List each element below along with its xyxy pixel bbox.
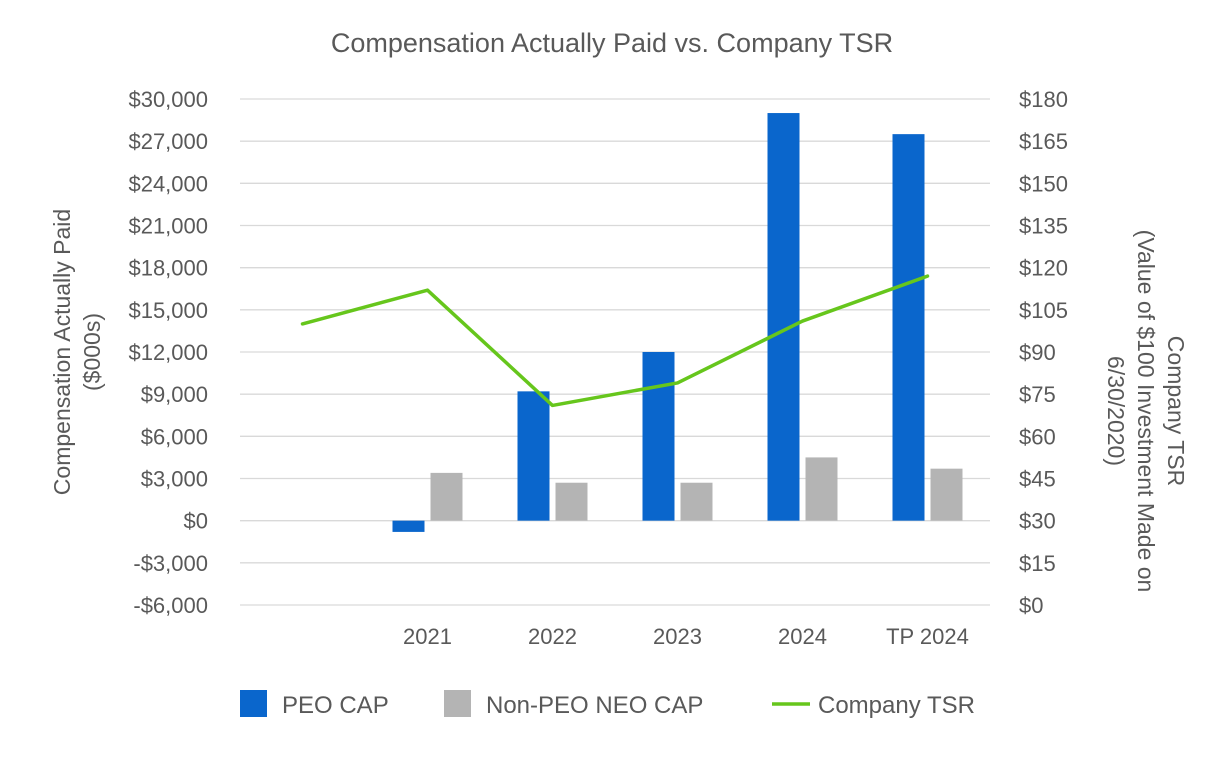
right-tick-label: $120 <box>1019 256 1068 281</box>
legend-swatch-non-peo-neo-cap <box>444 690 471 717</box>
left-tick-label: $30,000 <box>128 87 208 112</box>
legend-label-company-tsr: Company TSR <box>818 692 975 719</box>
peo-cap-bar <box>767 113 800 521</box>
left-tick-label: -$3,000 <box>133 551 208 576</box>
legend-swatch-peo-cap <box>240 690 267 717</box>
gridlines <box>240 98 990 606</box>
bars <box>392 113 963 532</box>
legend: PEO CAP Non-PEO NEO CAP Company TSR <box>240 690 975 719</box>
right-tick-label: $30 <box>1019 509 1056 534</box>
non-peo-neo-cap-bar <box>805 457 838 521</box>
non-peo-neo-cap-bar <box>430 472 463 521</box>
left-tick-label: $18,000 <box>128 256 208 281</box>
left-tick-label: -$6,000 <box>133 593 208 618</box>
chart-title: Compensation Actually Paid vs. Company T… <box>331 28 893 58</box>
left-tick-label: $21,000 <box>128 214 208 239</box>
right-axis-title: Company TSR(Value of $100 Investment Mad… <box>1103 230 1189 593</box>
right-tick-label: $90 <box>1019 340 1056 365</box>
left-axis-title-line: Compensation Actually Paid <box>49 209 75 495</box>
left-tick-label: $27,000 <box>128 129 208 154</box>
x-tick-label: 2021 <box>403 624 452 649</box>
legend-label-peo-cap: PEO CAP <box>282 692 389 719</box>
left-tick-label: $9,000 <box>141 382 208 407</box>
x-tick-label: TP 2024 <box>886 624 969 649</box>
left-tick-label: $3,000 <box>141 467 208 492</box>
left-tick-label: $12,000 <box>128 340 208 365</box>
right-tick-label: $105 <box>1019 298 1068 323</box>
right-tick-label: $135 <box>1019 214 1068 239</box>
peo-cap-bar <box>642 352 675 521</box>
right-tick-label: $165 <box>1019 129 1068 154</box>
x-axis-ticks: 2021 2022 2023 2024 TP 2024 <box>403 624 969 649</box>
company-tsr-line <box>300 274 930 408</box>
right-tick-label: $60 <box>1019 424 1056 449</box>
left-axis-title-line: ($000s) <box>79 313 105 391</box>
left-axis-title-group: Compensation Actually Paid ($000s) <box>49 209 105 495</box>
right-tick-label: $75 <box>1019 382 1056 407</box>
peo-cap-bar <box>892 134 925 521</box>
right-axis-title-group: Company TSR(Value of $100 Investment Mad… <box>1103 230 1189 593</box>
peo-cap-bar <box>517 391 550 521</box>
right-axis-title-line: 6/30/2020) <box>1103 356 1129 466</box>
tsr-line-layer <box>300 274 930 408</box>
right-tick-label: $150 <box>1019 171 1068 196</box>
x-tick-label: 2022 <box>528 624 577 649</box>
peo-cap-bar <box>392 520 425 532</box>
right-tick-label: $45 <box>1019 467 1056 492</box>
right-axis-title-line: (Value of $100 Investment Made on <box>1133 230 1159 593</box>
x-tick-label: 2024 <box>778 624 827 649</box>
left-tick-label: $24,000 <box>128 171 208 196</box>
right-axis-title-line: Company TSR <box>1163 336 1189 486</box>
non-peo-neo-cap-bar <box>930 468 963 521</box>
left-tick-label: $6,000 <box>141 424 208 449</box>
right-tick-label: $180 <box>1019 87 1068 112</box>
left-tick-label: $0 <box>184 509 208 534</box>
x-tick-label: 2023 <box>653 624 702 649</box>
left-axis-ticks: $30,000 $27,000 $24,000 $21,000 $18,000 $15,0… <box>128 87 208 618</box>
left-tick-label: $15,000 <box>128 298 208 323</box>
right-axis-ticks: $180 $165 $150 $135 $120 $105 $90 $75 $60 $45 $30 $… <box>1019 87 1068 618</box>
non-peo-neo-cap-bar <box>555 482 588 521</box>
left-axis-title: Compensation Actually Paid ($000s) <box>49 209 105 495</box>
right-tick-label: $0 <box>1019 593 1043 618</box>
legend-label-non-peo-neo-cap: Non-PEO NEO CAP <box>486 692 703 719</box>
right-tick-label: $15 <box>1019 551 1056 576</box>
non-peo-neo-cap-bar <box>680 482 713 521</box>
